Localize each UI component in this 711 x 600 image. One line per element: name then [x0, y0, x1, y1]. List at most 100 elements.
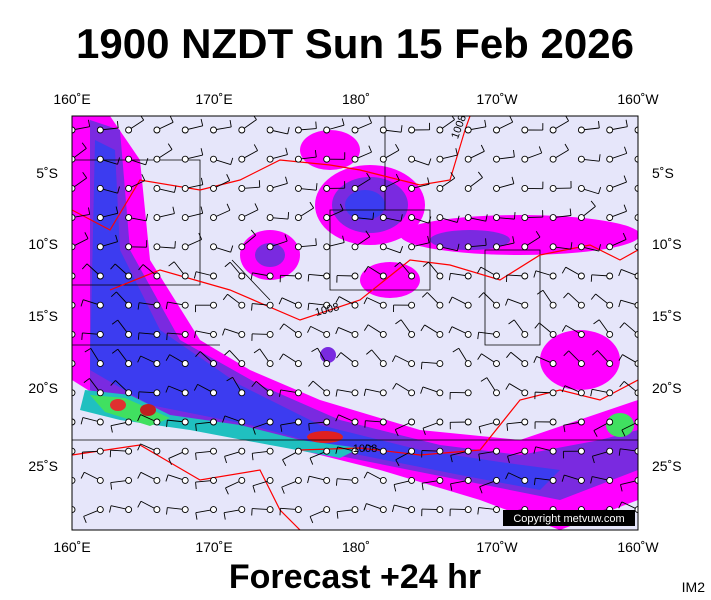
lon-label-bottom: 160˚W [617, 539, 659, 555]
station [153, 301, 161, 309]
barb-feather [450, 483, 453, 491]
barb-feather [653, 147, 655, 154]
station [125, 126, 133, 134]
station [606, 184, 614, 192]
barb-feather [195, 351, 201, 358]
station [153, 272, 161, 280]
barb-shaft [72, 450, 73, 452]
station [266, 476, 274, 484]
barb-feather [230, 245, 234, 253]
station [238, 476, 246, 484]
barb-feather [195, 452, 197, 460]
station [266, 126, 274, 134]
lat-label-left: 25˚S [28, 458, 58, 474]
station [238, 155, 246, 163]
station [577, 126, 585, 134]
station [634, 126, 638, 134]
barb-feather [137, 472, 142, 479]
station [294, 155, 302, 163]
isobar-label: 1008 [353, 443, 377, 455]
barb-feather [253, 144, 258, 151]
station [379, 360, 387, 368]
station [210, 243, 217, 251]
barb-feather [484, 119, 487, 127]
station [153, 389, 161, 397]
station [634, 330, 638, 338]
station [238, 214, 246, 222]
barb-feather [427, 177, 430, 185]
station [549, 418, 557, 426]
barb-shaft [72, 479, 73, 481]
barb-feather [363, 471, 368, 479]
barb-feather [478, 292, 484, 298]
station [238, 330, 246, 338]
barb-feather [534, 322, 540, 329]
station [294, 330, 302, 338]
barb-feather [195, 512, 198, 520]
station [96, 243, 104, 251]
station [493, 243, 500, 251]
barb-feather [141, 174, 146, 181]
station [181, 360, 189, 368]
barb-feather [222, 293, 228, 301]
lon-label-bottom: 170˚W [476, 539, 518, 555]
barb-feather [648, 230, 652, 235]
station [72, 214, 76, 222]
station [210, 476, 217, 484]
barb-feather [506, 351, 512, 358]
station [266, 214, 274, 222]
station [493, 155, 500, 163]
barb-feather [307, 274, 310, 282]
station [96, 155, 104, 163]
station [493, 126, 500, 134]
barb-feather [83, 378, 90, 384]
station [210, 126, 217, 134]
barb-feather [308, 380, 314, 387]
barb-feather [315, 183, 318, 191]
station [464, 447, 472, 455]
barb-feather [137, 332, 140, 340]
station [181, 214, 189, 222]
barb-feather [200, 206, 204, 214]
station [72, 330, 76, 338]
barb-feather [427, 235, 430, 243]
barb-feather [561, 266, 567, 274]
station [125, 389, 133, 397]
isobars [72, 116, 638, 530]
station [493, 418, 500, 426]
station [408, 389, 416, 397]
station [549, 272, 557, 280]
station [351, 360, 359, 368]
station [521, 301, 529, 309]
station [634, 506, 638, 514]
station [153, 184, 161, 192]
station [351, 272, 359, 280]
station [210, 418, 217, 426]
station [266, 272, 274, 280]
barb-shaft [637, 246, 638, 247]
barb-feather [84, 232, 89, 239]
station [294, 418, 302, 426]
station [549, 214, 557, 222]
station [96, 184, 104, 192]
station [379, 447, 387, 455]
map-frame [71, 115, 639, 531]
station [408, 184, 416, 192]
station [294, 301, 302, 309]
barb-feather [222, 328, 226, 336]
station [181, 272, 189, 280]
station [379, 272, 387, 280]
barb-feather [281, 486, 285, 494]
barb-feather [420, 362, 423, 370]
station [379, 214, 387, 222]
barb-feather [229, 120, 232, 128]
station [96, 126, 104, 134]
barb-feather [420, 386, 424, 394]
barb-feather [593, 430, 598, 437]
station [181, 126, 189, 134]
station [351, 506, 359, 514]
lon-label-top: 170˚E [195, 91, 232, 107]
station [181, 155, 189, 163]
station [634, 214, 638, 222]
copyright: Copyright metvuw.com [513, 513, 624, 525]
